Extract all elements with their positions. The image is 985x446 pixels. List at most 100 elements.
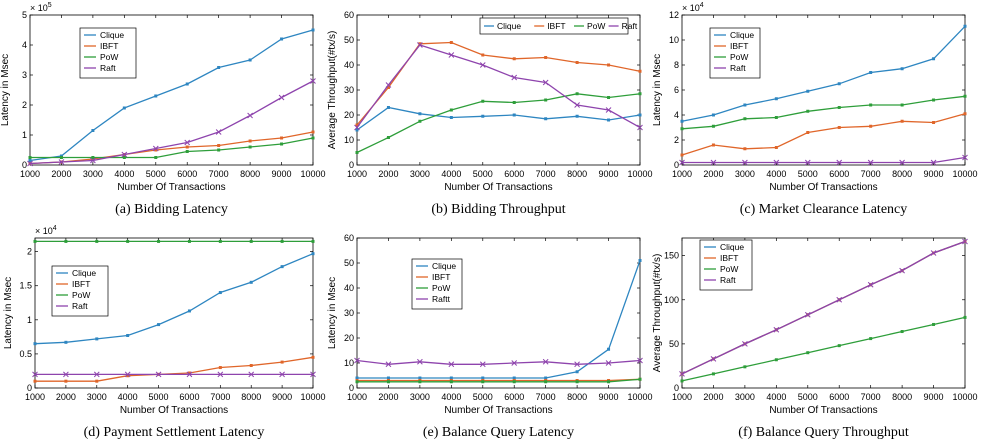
y-axis-label: Latency in Msec — [652, 54, 663, 126]
data-point — [479, 62, 486, 68]
legend-label: Clique — [100, 30, 124, 40]
data-point — [544, 117, 548, 121]
series-line-clique — [356, 106, 641, 131]
chart-panel-4: 1000 2000 3000 4000 5000 6000 7000 8000 9000 1000… — [3, 225, 326, 440]
data-point — [605, 360, 612, 366]
x-tick-label: 7000 — [861, 392, 881, 402]
data-point — [742, 159, 748, 166]
data-point — [449, 41, 453, 44]
data-point — [185, 145, 189, 149]
data-point — [932, 98, 936, 102]
x-tick-label: 6000 — [829, 392, 849, 402]
data-point — [680, 119, 684, 123]
data-point — [449, 108, 453, 112]
data-point — [774, 116, 778, 119]
data-point — [899, 159, 905, 166]
data-point — [311, 252, 315, 256]
chart-panel-3: 1000 2000 3000 4000 5000 6000 7000 8000 9000 1000… — [652, 2, 978, 217]
legend-box — [479, 17, 629, 35]
data-point — [869, 337, 873, 341]
data-point — [448, 52, 455, 58]
data-point — [774, 97, 778, 101]
data-point — [64, 379, 68, 383]
data-point — [247, 112, 253, 119]
data-point — [355, 123, 359, 127]
x-axis-label: Number Of Transactions — [117, 182, 225, 193]
legend-label: Raft — [622, 21, 638, 31]
legend-label: IBFT — [72, 279, 90, 289]
data-point — [932, 322, 936, 326]
x-tick-label: 3000 — [83, 169, 103, 179]
figure-caption: (b) Bidding Throughput — [431, 202, 565, 217]
data-point — [418, 112, 422, 116]
data-point — [930, 159, 937, 166]
x-tick-label: 3000 — [87, 392, 107, 402]
data-point — [930, 250, 937, 256]
y-tick-label: 2 — [22, 100, 27, 110]
x-axis-label: Number Of Transactions — [444, 405, 552, 416]
x-tick-label: 3000 — [410, 169, 430, 179]
x-tick-label: 10000 — [952, 392, 977, 402]
data-point — [867, 159, 874, 166]
series-line-raftt — [356, 359, 641, 365]
data-point — [354, 124, 360, 131]
data-point — [154, 148, 158, 152]
legend-label: Clique — [497, 21, 521, 31]
data-point — [575, 114, 579, 118]
axis-multiplier: × 105 — [30, 2, 52, 13]
series-line-clique — [681, 25, 966, 122]
x-axis-label: Number Of Transactions — [769, 182, 877, 193]
y-tick-label: 4 — [22, 40, 27, 50]
legend-label: Raft — [730, 63, 746, 73]
series-line-ibft — [681, 113, 966, 156]
data-point — [354, 357, 360, 364]
data-point — [867, 281, 874, 288]
data-point — [154, 94, 158, 98]
y-tick-label: 8 — [674, 60, 679, 70]
data-point — [774, 358, 778, 362]
y-tick-label: 2 — [27, 247, 32, 257]
data-point — [637, 357, 643, 364]
legend-label: Clique — [72, 268, 96, 278]
data-point — [95, 337, 99, 341]
plot-frame — [34, 237, 314, 389]
x-axis-label: Number Of Transactions — [444, 182, 552, 193]
data-point — [157, 239, 161, 243]
data-point — [126, 334, 130, 337]
data-point — [217, 144, 221, 147]
data-point — [64, 239, 68, 243]
data-point — [154, 156, 158, 159]
y-tick-label: 0 — [674, 160, 679, 170]
data-point — [806, 131, 810, 134]
plot-frame — [29, 14, 314, 166]
data-point — [248, 58, 252, 62]
data-point — [280, 37, 284, 41]
data-point — [900, 67, 904, 71]
data-point — [311, 239, 315, 243]
data-point — [217, 66, 221, 69]
chart-panel-1: 1000 2000 3000 4000 5000 6000 7000 8000 9000 1000… — [0, 2, 326, 217]
data-point — [121, 151, 128, 158]
x-tick-label: 3000 — [735, 169, 755, 179]
y-tick-label: 20 — [344, 110, 354, 120]
x-tick-label: 6000 — [504, 169, 524, 179]
data-point — [679, 159, 685, 166]
data-point — [806, 89, 810, 93]
x-tick-label: 10000 — [952, 169, 977, 179]
data-point — [680, 379, 684, 383]
data-point — [607, 63, 611, 67]
series-line-pow — [356, 93, 641, 154]
y-tick-label: 0 — [27, 383, 32, 393]
x-tick-label: 9000 — [272, 392, 292, 402]
x-tick-label: 9000 — [599, 169, 619, 179]
data-point — [544, 380, 548, 384]
legend-label: Raft — [72, 301, 88, 311]
data-point — [605, 107, 612, 113]
data-point — [27, 160, 33, 167]
legend-label: IBFT — [100, 41, 118, 51]
data-point — [417, 358, 423, 365]
figure-caption: (c) Market Clearance Latency — [740, 202, 908, 217]
x-tick-label: 10000 — [300, 392, 325, 402]
data-point — [33, 379, 37, 383]
x-tick-label: 1000 — [672, 392, 692, 402]
